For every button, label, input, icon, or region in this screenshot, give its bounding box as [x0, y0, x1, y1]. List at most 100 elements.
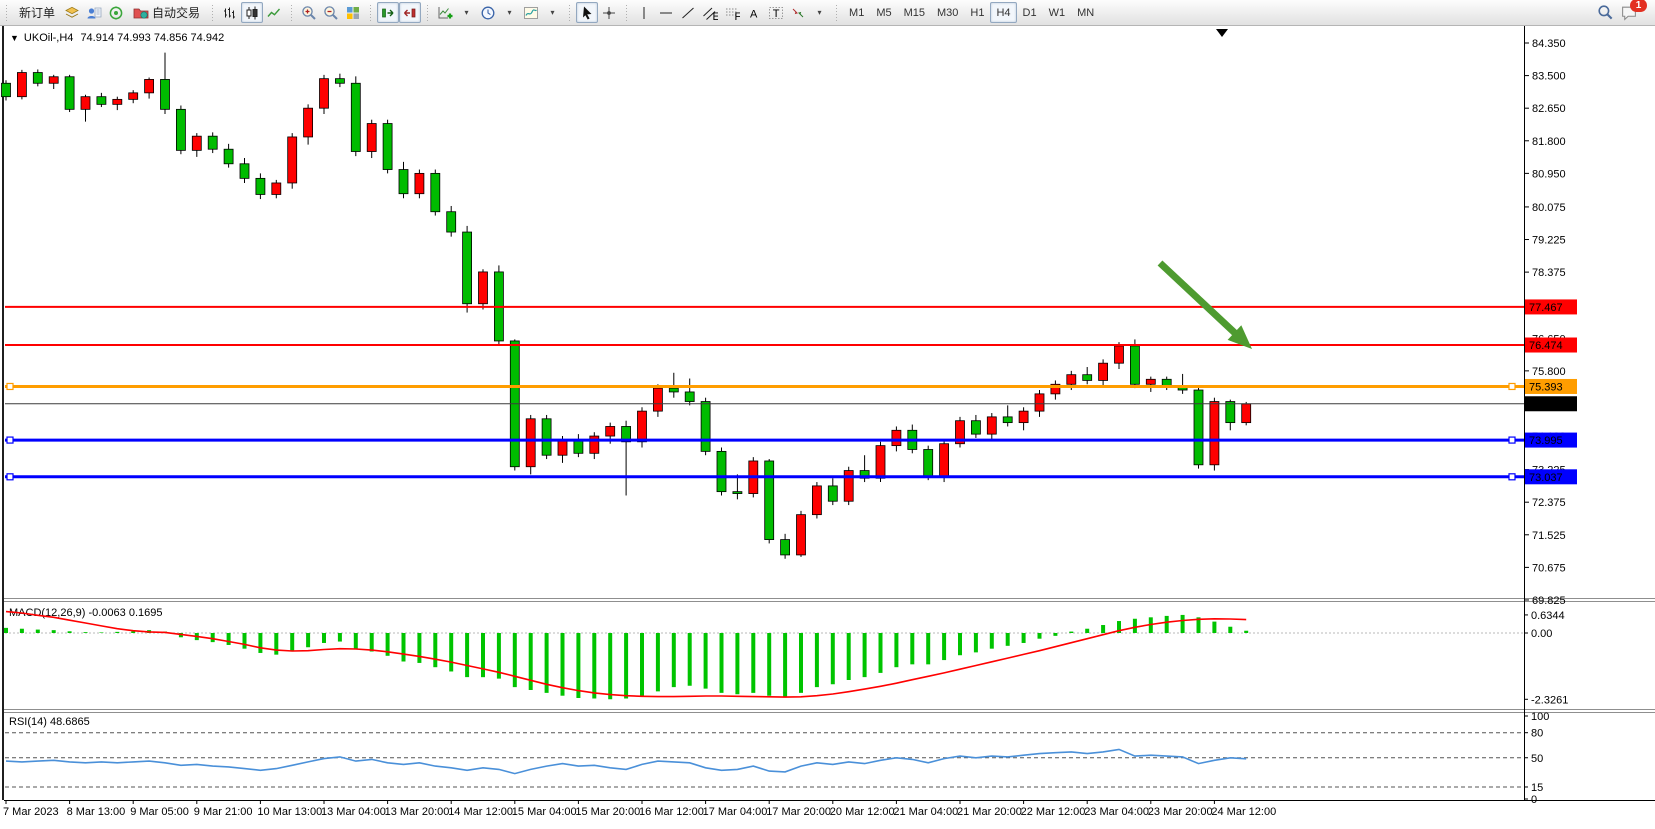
- svg-text:E: E: [713, 11, 719, 21]
- price-tick-label: 78.375: [1532, 267, 1566, 279]
- candle-down: [160, 79, 170, 110]
- notifications-button[interactable]: 1: [1617, 0, 1647, 23]
- candle-up: [1050, 383, 1061, 395]
- rsi-tick-label: 15: [1531, 782, 1543, 794]
- signals-button[interactable]: [105, 2, 127, 23]
- fibonacci-tool[interactable]: F: [721, 2, 743, 23]
- candle-up: [144, 79, 155, 94]
- candle-up: [1098, 362, 1108, 381]
- line-handle[interactable]: [6, 436, 14, 444]
- text-tool[interactable]: A: [743, 2, 765, 23]
- price-badge: [1525, 378, 1577, 394]
- toolbar-grip: [289, 4, 295, 21]
- price-badge-label: 77.467: [1529, 302, 1563, 314]
- search-button[interactable]: [1594, 2, 1617, 23]
- crosshair-tool-button[interactable]: [598, 2, 620, 23]
- left-window-edge: [2, 26, 4, 800]
- time-tick-label: 13 Mar 20:00: [385, 806, 450, 818]
- chart-shift-icon: [404, 8, 416, 17]
- timeframe-button-m5[interactable]: M5: [876, 6, 892, 19]
- arrow-head: [1227, 325, 1252, 349]
- candle-down: [382, 123, 393, 170]
- periods-button[interactable]: [477, 2, 499, 23]
- macd-label: MACD(12,26,9) -0.0063 0.1695: [9, 607, 162, 619]
- timeframe-button-m1[interactable]: M1: [849, 6, 865, 19]
- periods-dropdown[interactable]: ▾: [499, 2, 520, 23]
- candle-down: [334, 78, 345, 84]
- auto-scroll-button[interactable]: [377, 2, 400, 23]
- candle-up: [366, 123, 377, 152]
- line-handle[interactable]: [1508, 436, 1516, 444]
- candle-up: [303, 107, 314, 138]
- line-chart-button[interactable]: [263, 2, 285, 23]
- macd-signal-line: [5, 610, 1247, 698]
- tile-windows-button[interactable]: [342, 2, 364, 23]
- add-indicator-dropdown[interactable]: ▾: [456, 2, 477, 23]
- zoom-out-button[interactable]: [320, 2, 342, 23]
- candle-down: [96, 96, 107, 105]
- time-tick-label: 14 Mar 12:00: [448, 806, 513, 818]
- symbol-dropdown-icon[interactable]: ▼: [10, 33, 19, 43]
- arrows-dropdown[interactable]: ▾: [809, 2, 830, 23]
- bar-chart-icon: [224, 7, 236, 18]
- price-tick-label: 83.500: [1532, 71, 1566, 83]
- candle-down: [32, 72, 43, 84]
- candle-down: [573, 439, 584, 454]
- tile-windows-icon: [347, 6, 360, 19]
- channel-tool[interactable]: E: [699, 2, 721, 23]
- chart-shift-marker[interactable]: [1216, 29, 1228, 37]
- templates-dropdown[interactable]: ▾: [542, 2, 563, 23]
- arrows-tool[interactable]: [787, 2, 809, 23]
- timeframe-button-d1[interactable]: D1: [1022, 6, 1037, 19]
- timeframe-button-h4[interactable]: H4: [990, 2, 1017, 23]
- candle-down: [207, 135, 218, 150]
- price-badge: [1525, 299, 1577, 315]
- new-order-button[interactable]: 新订单: [13, 2, 61, 23]
- trendline-tool[interactable]: [677, 2, 699, 23]
- candle-up: [80, 96, 91, 110]
- horizontal-line-tool[interactable]: [655, 2, 677, 23]
- market-watch-icon: [87, 7, 102, 18]
- candle-up: [1034, 393, 1045, 412]
- timeframe-button-m30[interactable]: M30: [937, 6, 959, 19]
- candle-down: [1193, 389, 1204, 466]
- candlestick-chart-button[interactable]: [241, 2, 264, 23]
- rsi-label: RSI(14) 48.6865: [9, 716, 90, 728]
- chart-shift-button[interactable]: [399, 2, 422, 23]
- add-indicator-button[interactable]: [434, 2, 456, 23]
- candle-up: [1018, 410, 1029, 424]
- line-handle[interactable]: [6, 473, 14, 481]
- auto-trading-button[interactable]: 自动交易: [127, 2, 206, 23]
- zoom-in-button[interactable]: [298, 2, 320, 23]
- timeframe-button-mn[interactable]: MN: [1077, 6, 1095, 19]
- candle-up: [1241, 403, 1252, 424]
- candle-down: [223, 148, 234, 165]
- candle-down: [1130, 345, 1140, 385]
- timeframe-button-w1[interactable]: W1: [1048, 6, 1066, 19]
- vertical-line-tool[interactable]: [633, 2, 655, 23]
- rsi-line: [5, 748, 1247, 775]
- bar-chart-button[interactable]: [219, 2, 241, 23]
- price-axis-labels: 84.350 83.500 82.650 81.800 80.950 80.075 79.2…: [1524, 38, 1577, 806]
- trend-arrow-annotation[interactable]: [1157, 260, 1252, 349]
- cursor-tool-button[interactable]: [576, 2, 599, 23]
- line-handle[interactable]: [1508, 382, 1516, 391]
- timeframe-button-m15[interactable]: M15: [903, 6, 925, 19]
- price-badge: [1525, 337, 1577, 353]
- candle-up: [128, 92, 139, 100]
- time-tick-label: 23 Mar 20:00: [1148, 806, 1213, 818]
- text-label-tool[interactable]: T: [765, 2, 787, 23]
- profiles-button[interactable]: [61, 2, 83, 23]
- candle-up: [48, 76, 59, 84]
- toolbar-grip: [210, 4, 216, 21]
- line-handle[interactable]: [6, 382, 14, 391]
- timeframe-button-h1[interactable]: H1: [970, 6, 985, 19]
- rsi-tick-label: 0: [1531, 794, 1537, 806]
- templates-button[interactable]: [520, 2, 542, 23]
- candle-down: [1225, 401, 1236, 424]
- toolbar-grip: [425, 4, 431, 21]
- market-watch-button[interactable]: [83, 2, 105, 23]
- time-tick-label: 8 Mar 13:00: [67, 806, 126, 818]
- horizontal-line-objects[interactable]: [5, 305, 1524, 481]
- line-handle[interactable]: [1508, 473, 1516, 481]
